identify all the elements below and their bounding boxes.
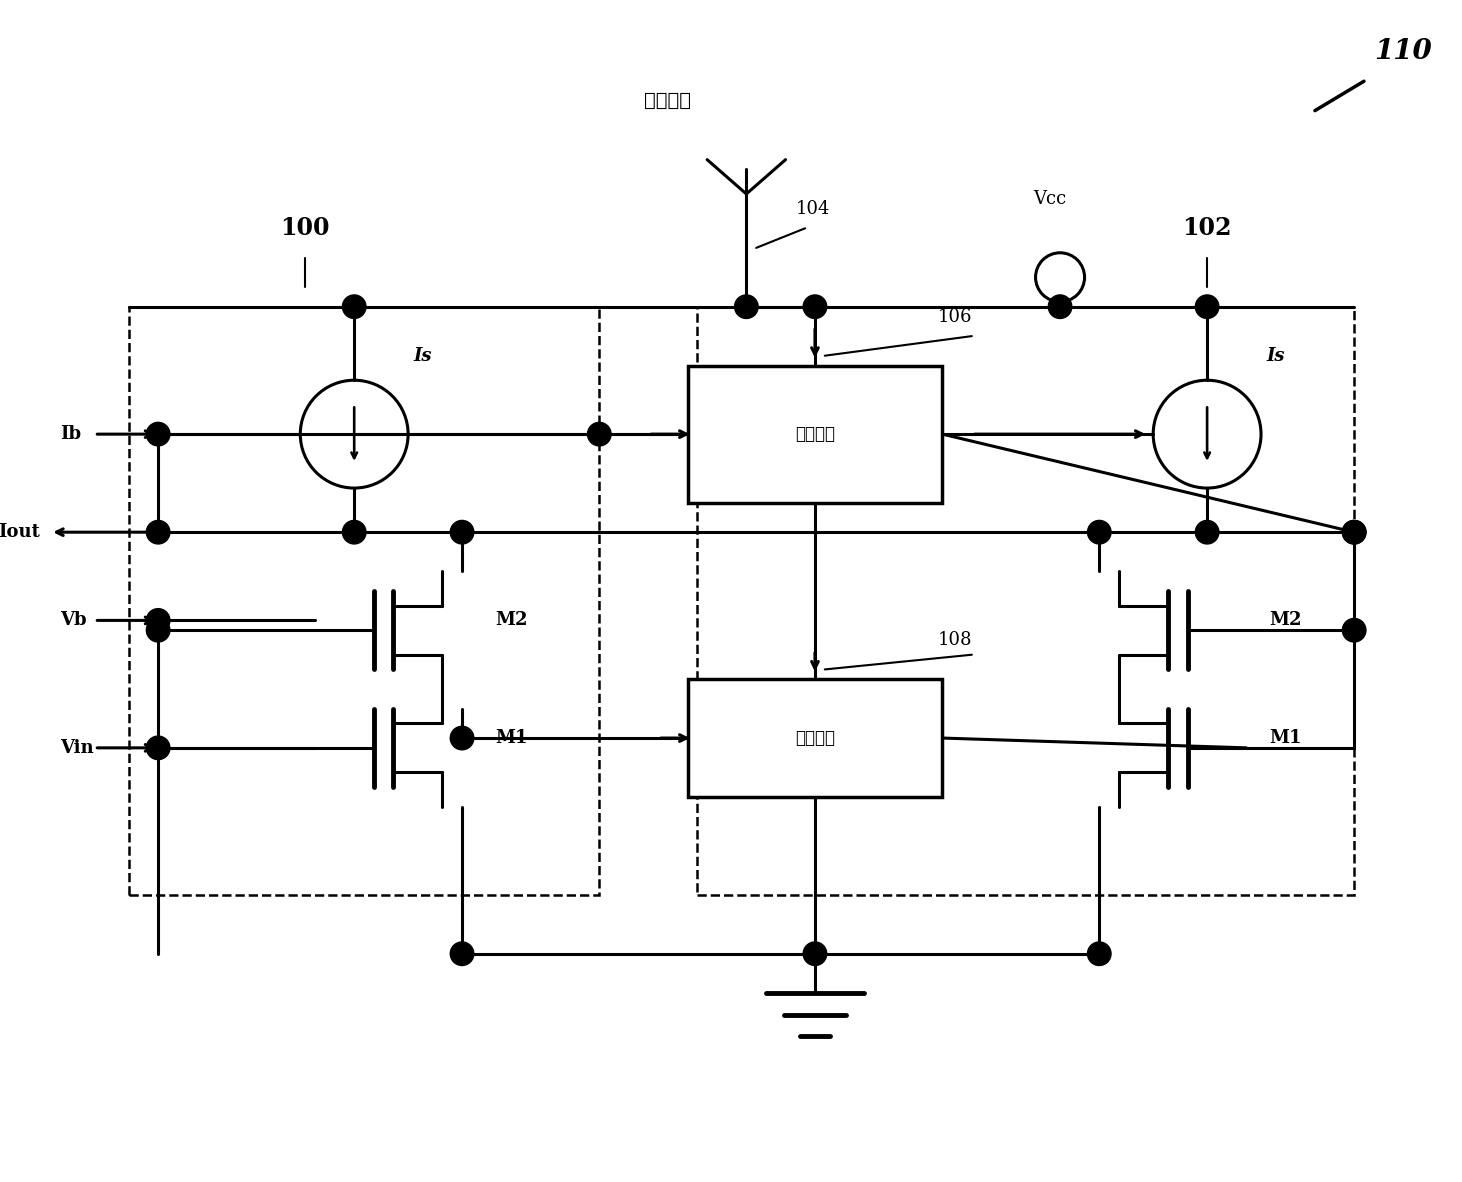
- Circle shape: [588, 422, 611, 446]
- Circle shape: [803, 942, 826, 966]
- Circle shape: [803, 296, 826, 318]
- Bar: [687, 365, 943, 502]
- Text: M2: M2: [494, 611, 528, 629]
- Text: Vb: Vb: [60, 611, 86, 629]
- Text: 第一开关: 第一开关: [795, 426, 835, 443]
- Text: Ib: Ib: [60, 426, 82, 443]
- Circle shape: [734, 296, 759, 318]
- Circle shape: [146, 520, 170, 544]
- Bar: [697, 306, 1354, 895]
- Text: M1: M1: [1269, 729, 1301, 747]
- Circle shape: [146, 609, 170, 632]
- Bar: [687, 680, 943, 797]
- Text: M1: M1: [494, 729, 528, 747]
- Circle shape: [342, 520, 366, 544]
- Circle shape: [1196, 296, 1219, 318]
- Circle shape: [1342, 618, 1366, 642]
- Circle shape: [1196, 520, 1219, 544]
- Circle shape: [450, 520, 474, 544]
- Text: 100: 100: [281, 216, 330, 240]
- Circle shape: [342, 296, 366, 318]
- Text: 108: 108: [937, 631, 972, 649]
- Text: Vcc: Vcc: [1034, 190, 1067, 208]
- Circle shape: [1088, 520, 1111, 544]
- Text: Iout: Iout: [0, 524, 41, 541]
- Circle shape: [1048, 296, 1072, 318]
- Text: 102: 102: [1183, 216, 1232, 240]
- Circle shape: [1342, 520, 1366, 544]
- Text: 第二开关: 第二开关: [795, 729, 835, 747]
- Text: 106: 106: [937, 307, 972, 325]
- Circle shape: [450, 942, 474, 966]
- Bar: [129, 306, 599, 895]
- Text: Vin: Vin: [60, 739, 94, 756]
- Text: Is: Is: [414, 346, 433, 365]
- Text: 104: 104: [795, 200, 830, 217]
- Circle shape: [146, 618, 170, 642]
- Circle shape: [146, 422, 170, 446]
- Text: 选择信号: 选择信号: [645, 91, 692, 110]
- Circle shape: [1088, 942, 1111, 966]
- Circle shape: [1342, 520, 1366, 544]
- Circle shape: [450, 726, 474, 749]
- Text: 110: 110: [1374, 38, 1433, 65]
- Text: Is: Is: [1266, 346, 1285, 365]
- Text: M2: M2: [1269, 611, 1301, 629]
- Circle shape: [146, 736, 170, 760]
